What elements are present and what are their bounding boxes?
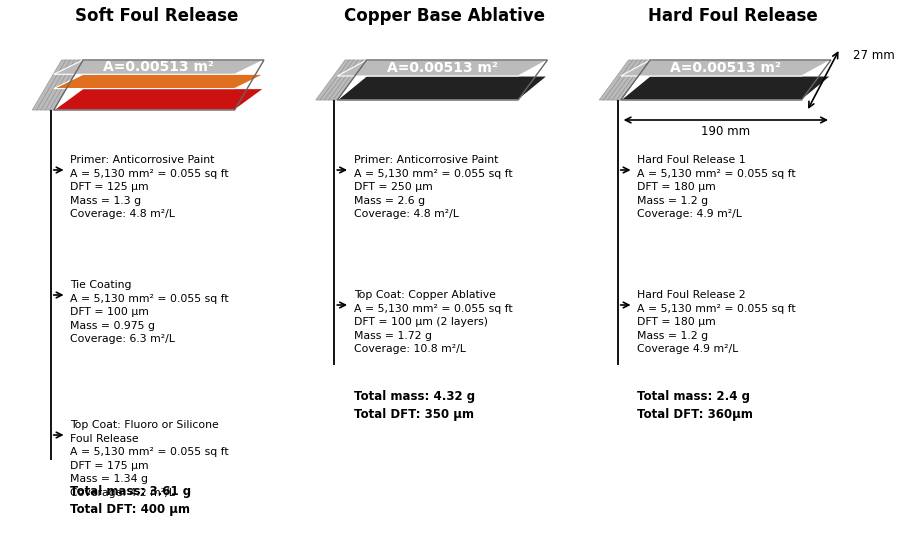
Polygon shape <box>338 76 547 100</box>
Polygon shape <box>54 74 264 89</box>
Text: Tie Coating
A = 5,130 mm² = 0.055 sq ft
DFT = 100 μm
Mass = 0.975 g
Coverage: 6.: Tie Coating A = 5,130 mm² = 0.055 sq ft … <box>70 280 229 344</box>
Polygon shape <box>599 60 650 100</box>
Text: Copper Base Ablative: Copper Base Ablative <box>345 7 545 25</box>
Text: Primer: Anticorrosive Paint
A = 5,130 mm² = 0.055 sq ft
DFT = 250 μm
Mass = 2.6 : Primer: Anticorrosive Paint A = 5,130 mm… <box>354 155 512 219</box>
Text: Primer: Anticorrosive Paint
A = 5,130 mm² = 0.055 sq ft
DFT = 125 μm
Mass = 1.3 : Primer: Anticorrosive Paint A = 5,130 mm… <box>70 155 229 219</box>
Text: Hard Foul Release: Hard Foul Release <box>648 7 818 25</box>
Polygon shape <box>54 89 264 110</box>
Text: Total mass: 3.61 g
Total DFT: 400 μm: Total mass: 3.61 g Total DFT: 400 μm <box>70 485 192 516</box>
Text: 190 mm: 190 mm <box>701 125 751 138</box>
Text: Top Coat: Fluoro or Silicone
Foul Release
A = 5,130 mm² = 0.055 sq ft
DFT = 175 : Top Coat: Fluoro or Silicone Foul Releas… <box>70 420 229 498</box>
Text: A=0.00513 m²: A=0.00513 m² <box>104 60 214 74</box>
Text: Soft Foul Release: Soft Foul Release <box>75 7 238 25</box>
Text: Total mass: 2.4 g
Total DFT: 360μm: Total mass: 2.4 g Total DFT: 360μm <box>637 390 753 421</box>
Text: Hard Foul Release 1
A = 5,130 mm² = 0.055 sq ft
DFT = 180 μm
Mass = 1.2 g
Covera: Hard Foul Release 1 A = 5,130 mm² = 0.05… <box>637 155 796 219</box>
Polygon shape <box>316 60 366 100</box>
Text: A=0.00513 m²: A=0.00513 m² <box>387 61 498 75</box>
Text: Top Coat: Copper Ablative
A = 5,130 mm² = 0.055 sq ft
DFT = 100 μm (2 layers)
Ma: Top Coat: Copper Ablative A = 5,130 mm² … <box>354 290 512 354</box>
Text: 27 mm: 27 mm <box>852 49 895 62</box>
Polygon shape <box>54 60 264 74</box>
Polygon shape <box>621 76 831 100</box>
Polygon shape <box>32 60 83 110</box>
Text: Hard Foul Release 2
A = 5,130 mm² = 0.055 sq ft
DFT = 180 μm
Mass = 1.2 g
Covera: Hard Foul Release 2 A = 5,130 mm² = 0.05… <box>637 290 796 354</box>
Text: A=0.00513 m²: A=0.00513 m² <box>670 61 781 75</box>
Text: Total mass: 4.32 g
Total DFT: 350 μm: Total mass: 4.32 g Total DFT: 350 μm <box>354 390 475 421</box>
Polygon shape <box>621 60 831 76</box>
Polygon shape <box>338 60 547 76</box>
